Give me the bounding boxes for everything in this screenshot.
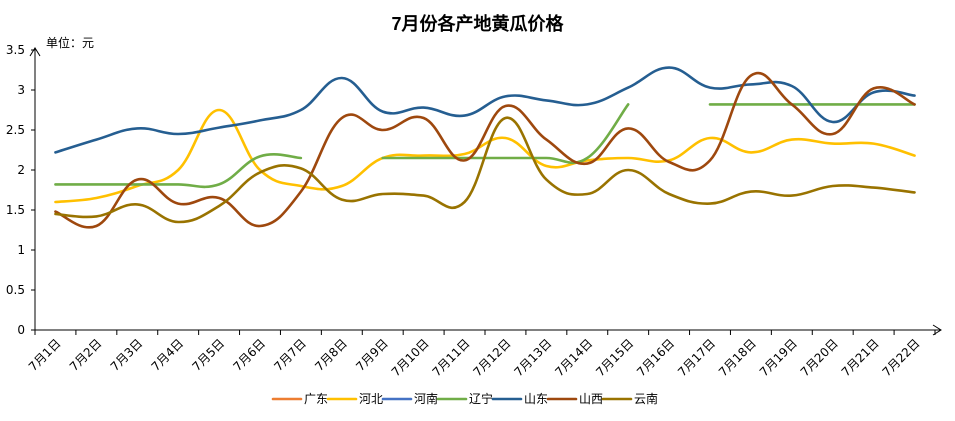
legend-item: 云南 bbox=[601, 391, 658, 406]
series-layer bbox=[54, 66, 916, 229]
series-辽宁 bbox=[54, 103, 916, 189]
legend-label: 辽宁 bbox=[469, 391, 493, 406]
x-tick-label: 7月10日 bbox=[389, 336, 432, 379]
legend: 广东 河北 河南 辽宁 山东 山西 云南 bbox=[271, 391, 658, 406]
legend-item: 山西 bbox=[546, 392, 603, 406]
x-tick-label: 7月5日 bbox=[190, 336, 228, 374]
chart-title: 7月份各产地黄瓜价格 bbox=[391, 14, 564, 34]
legend-label: 河南 bbox=[414, 391, 438, 406]
legend-label: 山西 bbox=[579, 392, 603, 406]
x-tick-label: 7月21日 bbox=[839, 336, 882, 379]
y-tick-label: 1 bbox=[17, 243, 25, 257]
x-tick-label: 7月3日 bbox=[108, 336, 146, 374]
y-tick-label: 0.5 bbox=[6, 283, 25, 297]
x-tick-label: 7月15日 bbox=[593, 336, 636, 379]
x-tick-label: 7月20日 bbox=[798, 336, 841, 379]
legend-label: 河北 bbox=[359, 392, 383, 406]
y-tick-label: 3 bbox=[17, 83, 25, 97]
series-line bbox=[54, 153, 303, 189]
x-tick-label: 7月12日 bbox=[471, 336, 514, 379]
x-tick-label: 7月11日 bbox=[430, 336, 473, 379]
y-tick-label: 2 bbox=[17, 163, 25, 177]
series-山西 bbox=[54, 71, 916, 229]
legend-item: 河北 bbox=[326, 392, 383, 406]
x-tick-label: 7月8日 bbox=[312, 336, 350, 374]
series-云南 bbox=[54, 116, 916, 224]
legend-label: 云南 bbox=[634, 391, 658, 406]
series-line bbox=[381, 103, 630, 165]
legend-item: 辽宁 bbox=[436, 391, 493, 406]
legend-item: 广东 bbox=[271, 392, 328, 406]
series-line bbox=[54, 116, 916, 224]
x-tick-label: 7月19日 bbox=[757, 336, 800, 379]
x-tick-label: 7月4日 bbox=[149, 336, 187, 374]
x-tick-label: 7月16日 bbox=[634, 336, 677, 379]
y-axis-unit-label: 单位：元 bbox=[46, 36, 95, 50]
y-tick-label: 0 bbox=[17, 323, 25, 337]
x-tick-label: 7月6日 bbox=[230, 336, 268, 374]
x-tick-label: 7月17日 bbox=[675, 336, 718, 379]
x-tick-label: 7月7日 bbox=[271, 336, 309, 374]
x-tick-label: 7月1日 bbox=[26, 336, 64, 374]
y-tick-label: 2.5 bbox=[6, 123, 25, 137]
legend-item: 河南 bbox=[381, 391, 438, 406]
x-axis-arrow bbox=[932, 324, 942, 336]
x-tick-label: 7月22日 bbox=[880, 336, 923, 379]
x-tick-label: 7月13日 bbox=[511, 336, 554, 379]
y-tick-label: 1.5 bbox=[6, 203, 25, 217]
y-axis-arrow bbox=[29, 47, 41, 57]
legend-label: 山东 bbox=[524, 392, 548, 406]
series-line bbox=[54, 71, 916, 229]
x-tick-label: 7月9日 bbox=[353, 336, 391, 374]
legend-label: 广东 bbox=[304, 392, 328, 406]
x-tick-label: 7月18日 bbox=[716, 336, 759, 379]
legend-item: 山东 bbox=[491, 392, 548, 406]
y-tick-label: 3.5 bbox=[6, 43, 25, 57]
x-tick-label: 7月14日 bbox=[552, 336, 595, 379]
x-tick-label: 7月2日 bbox=[67, 336, 105, 374]
